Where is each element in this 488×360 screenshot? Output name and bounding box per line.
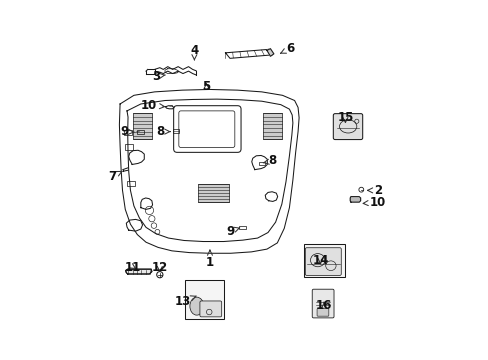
Text: 8: 8 [156,125,170,138]
Text: 2: 2 [367,184,382,197]
Text: 4: 4 [190,44,198,60]
FancyBboxPatch shape [312,289,333,318]
Polygon shape [349,197,360,202]
Text: 10: 10 [363,196,385,209]
Text: 1: 1 [205,250,214,269]
FancyBboxPatch shape [200,301,221,317]
Bar [262,113,281,139]
Text: 8: 8 [263,154,276,167]
Text: 9: 9 [225,225,239,238]
Text: 13: 13 [174,295,196,308]
Text: 3: 3 [151,70,165,83]
Text: 14: 14 [312,254,328,267]
Bar [124,130,132,135]
FancyBboxPatch shape [333,114,362,140]
Text: 10: 10 [141,99,164,112]
Bar [172,129,179,133]
Polygon shape [266,49,273,56]
Text: 7: 7 [107,170,122,183]
Text: 12: 12 [151,261,167,274]
Bar [136,130,144,134]
Bar [198,184,228,202]
Bar [125,144,133,150]
Bar [184,280,224,319]
Bar [304,244,345,278]
Bar [127,181,134,186]
Polygon shape [125,269,152,274]
Bar [259,162,264,165]
Text: 9: 9 [120,125,134,138]
Text: 11: 11 [125,261,141,274]
Text: 15: 15 [337,111,353,124]
Text: 6: 6 [280,42,294,55]
FancyBboxPatch shape [305,248,341,275]
Text: 5: 5 [202,80,210,93]
Bar [133,113,152,139]
Ellipse shape [189,297,203,315]
Text: 16: 16 [315,298,331,312]
FancyBboxPatch shape [316,309,328,316]
Bar [239,226,246,229]
